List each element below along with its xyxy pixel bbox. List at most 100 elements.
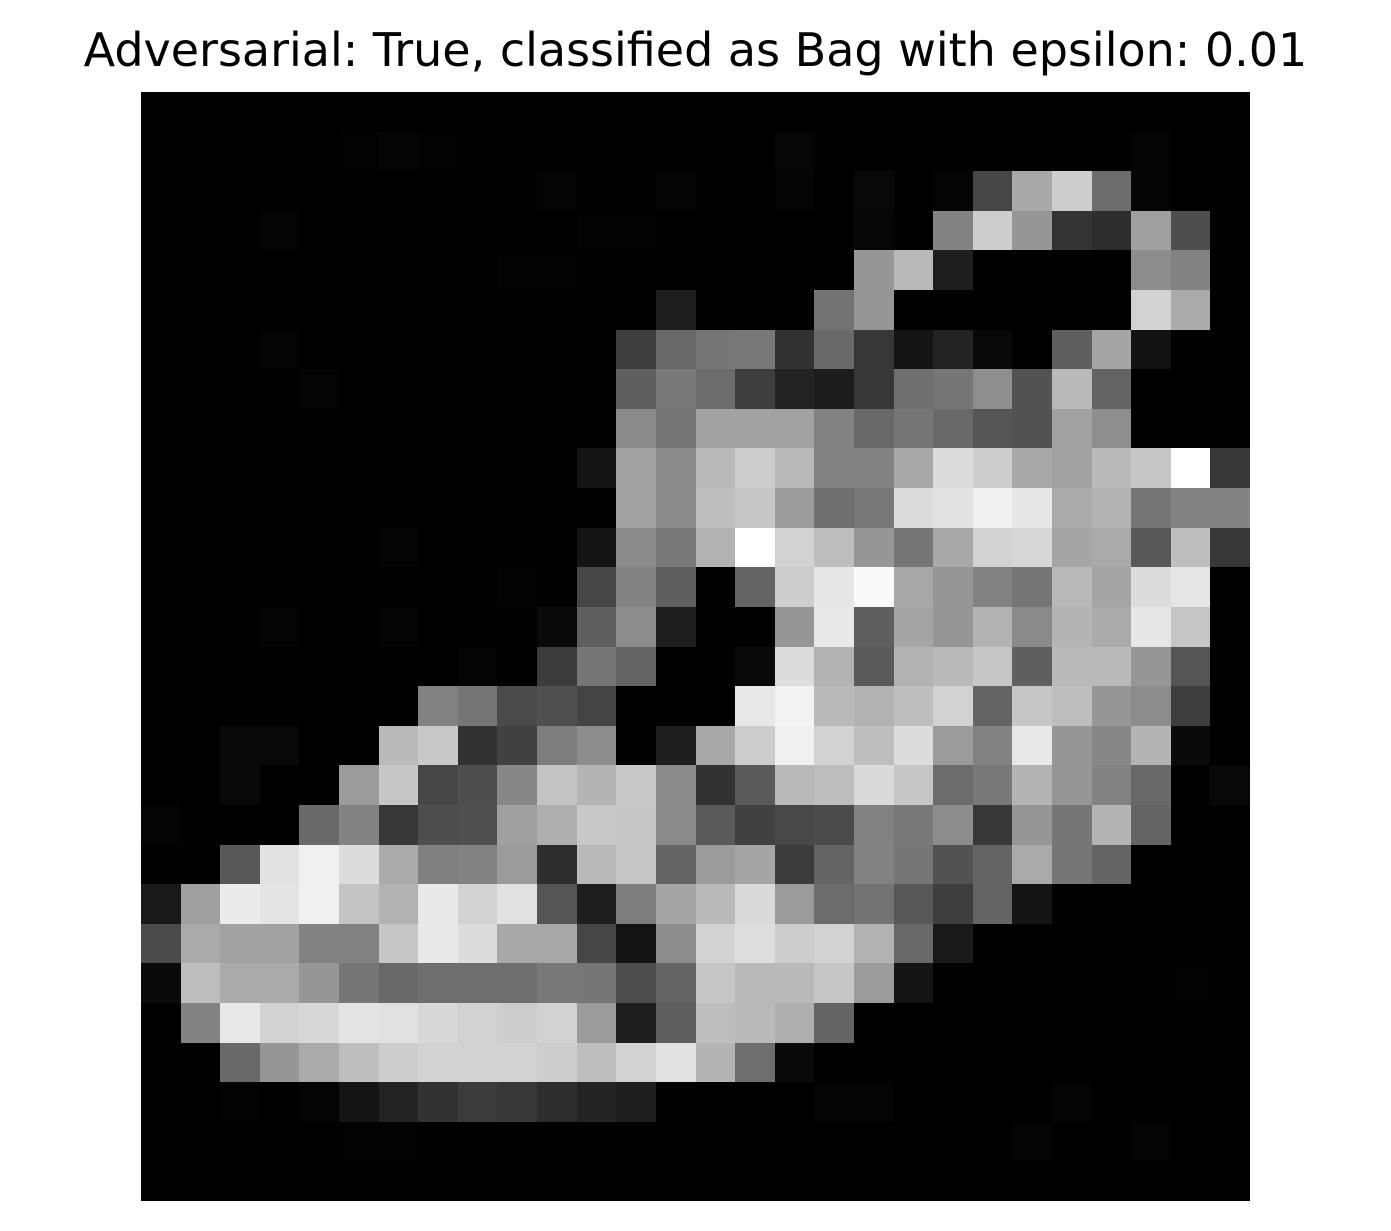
image-pixel bbox=[814, 765, 854, 805]
image-pixel bbox=[893, 686, 934, 726]
image-pixel bbox=[1012, 1121, 1052, 1162]
image-pixel bbox=[893, 250, 934, 291]
image-pixel bbox=[1210, 290, 1250, 330]
image-pixel bbox=[180, 250, 221, 291]
image-pixel bbox=[141, 448, 181, 489]
image-pixel bbox=[576, 1002, 617, 1043]
image-pixel bbox=[735, 567, 775, 607]
image-pixel bbox=[1091, 567, 1132, 607]
image-pixel bbox=[1170, 884, 1211, 924]
image-pixel bbox=[972, 92, 1013, 132]
image-pixel bbox=[497, 329, 538, 370]
image-pixel bbox=[497, 1042, 538, 1083]
image-pixel bbox=[616, 686, 656, 726]
image-pixel bbox=[339, 963, 379, 1003]
image-pixel bbox=[259, 1082, 300, 1122]
image-pixel bbox=[972, 686, 1013, 726]
image-pixel bbox=[616, 1082, 656, 1122]
image-pixel bbox=[1091, 210, 1132, 251]
image-pixel bbox=[1012, 686, 1052, 726]
image-pixel bbox=[1012, 131, 1052, 172]
image-pixel bbox=[180, 210, 221, 251]
image-pixel bbox=[457, 210, 498, 251]
image-pixel bbox=[141, 963, 181, 1003]
image-pixel bbox=[220, 765, 260, 805]
image-pixel bbox=[1091, 646, 1132, 687]
image-pixel bbox=[457, 804, 498, 845]
image-pixel bbox=[1091, 290, 1132, 330]
image-pixel bbox=[735, 844, 775, 885]
image-pixel bbox=[141, 686, 181, 726]
image-pixel bbox=[1170, 448, 1211, 489]
image-pixel bbox=[1170, 527, 1211, 568]
image-pixel bbox=[616, 884, 656, 924]
image-pixel bbox=[735, 1002, 775, 1043]
image-pixel bbox=[933, 844, 973, 885]
image-pixel bbox=[1210, 1121, 1250, 1162]
image-pixel bbox=[616, 923, 656, 964]
image-pixel bbox=[853, 408, 894, 449]
image-pixel bbox=[893, 171, 934, 211]
image-pixel bbox=[774, 1082, 815, 1122]
image-pixel bbox=[180, 488, 221, 528]
image-pixel bbox=[774, 844, 815, 885]
image-pixel bbox=[972, 408, 1013, 449]
image-pixel bbox=[655, 527, 696, 568]
image-pixel bbox=[1012, 488, 1052, 528]
image-pixel bbox=[1131, 329, 1171, 370]
image-pixel bbox=[933, 171, 973, 211]
image-pixel bbox=[1012, 844, 1052, 885]
image-pixel bbox=[418, 369, 458, 409]
image-pixel bbox=[1051, 923, 1092, 964]
image-pixel bbox=[259, 725, 300, 766]
image-pixel bbox=[1170, 250, 1211, 291]
image-pixel bbox=[576, 448, 617, 489]
image-pixel bbox=[853, 1002, 894, 1043]
image-pixel bbox=[616, 1002, 656, 1043]
image-pixel bbox=[576, 290, 617, 330]
image-pixel bbox=[1131, 448, 1171, 489]
image-pixel bbox=[576, 725, 617, 766]
image-pixel bbox=[774, 923, 815, 964]
image-pixel bbox=[814, 686, 854, 726]
image-pixel bbox=[576, 131, 617, 172]
image-pixel bbox=[655, 844, 696, 885]
image-pixel bbox=[695, 448, 736, 489]
image-pixel bbox=[259, 527, 300, 568]
image-pixel bbox=[141, 646, 181, 687]
image-pixel bbox=[933, 686, 973, 726]
image-pixel bbox=[933, 725, 973, 766]
image-pixel bbox=[339, 369, 379, 409]
image-pixel bbox=[220, 844, 260, 885]
image-pixel bbox=[537, 1042, 577, 1083]
image-pixel bbox=[299, 1121, 340, 1162]
image-pixel bbox=[418, 567, 458, 607]
image-pixel bbox=[497, 210, 538, 251]
image-pixel bbox=[1051, 646, 1092, 687]
image-pixel bbox=[893, 131, 934, 172]
image-pixel bbox=[893, 1121, 934, 1162]
image-pixel bbox=[616, 408, 656, 449]
figure-title: Adversarial: True, classified as Bag wit… bbox=[83, 23, 1308, 77]
image-pixel bbox=[1051, 131, 1092, 172]
image-pixel bbox=[616, 804, 656, 845]
image-pixel bbox=[735, 329, 775, 370]
image-pixel bbox=[180, 329, 221, 370]
image-pixel bbox=[1091, 606, 1132, 647]
image-pixel bbox=[1131, 250, 1171, 291]
image-pixel bbox=[972, 1082, 1013, 1122]
image-pixel bbox=[1170, 804, 1211, 845]
image-pixel bbox=[893, 1082, 934, 1122]
image-pixel bbox=[972, 250, 1013, 291]
image-pixel bbox=[1051, 369, 1092, 409]
image-pixel bbox=[418, 329, 458, 370]
image-pixel bbox=[378, 725, 419, 766]
image-pixel bbox=[735, 725, 775, 766]
image-pixel bbox=[576, 686, 617, 726]
image-pixel bbox=[853, 844, 894, 885]
image-pixel bbox=[933, 1082, 973, 1122]
image-pixel bbox=[616, 290, 656, 330]
image-pixel bbox=[735, 488, 775, 528]
image-pixel bbox=[774, 448, 815, 489]
image-pixel bbox=[853, 1161, 894, 1201]
